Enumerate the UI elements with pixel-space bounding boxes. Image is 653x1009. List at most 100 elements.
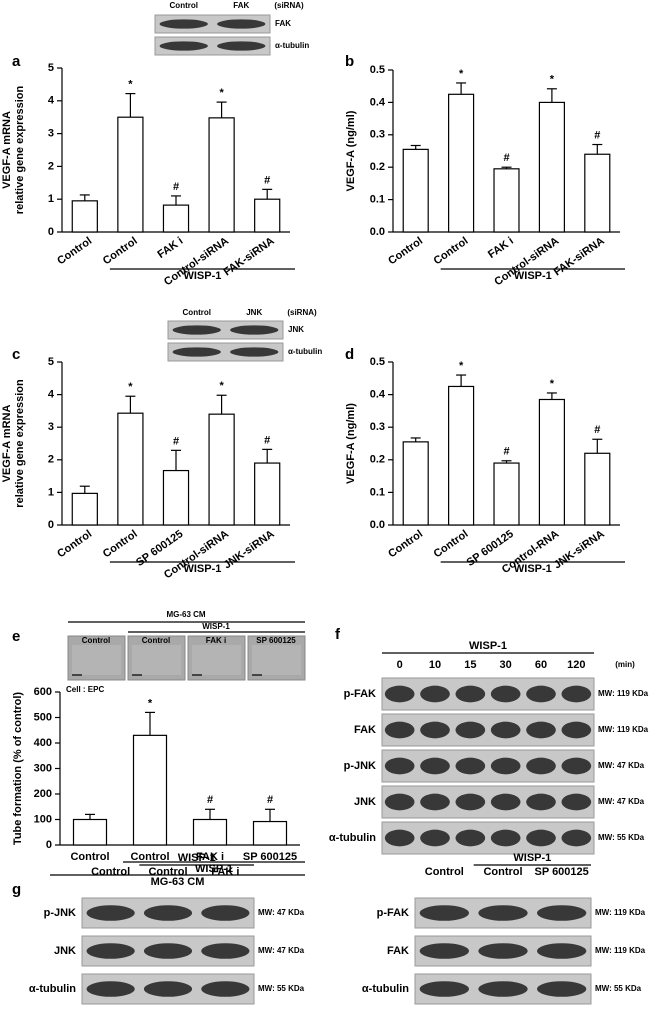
y-tick-label: 3 (48, 128, 54, 140)
y-tick-label: 0.1 (370, 194, 385, 206)
lane-label: SP 600125 (535, 866, 589, 878)
blot-band (86, 905, 135, 921)
significance-marker: # (267, 794, 273, 806)
lane-label: FAK i (211, 866, 239, 878)
x-tick-label: Control (101, 235, 140, 267)
y-tick-label: 0.1 (370, 486, 385, 498)
blot-band (201, 981, 250, 997)
y-axis-label: VEGF-A (ng/ml) (345, 110, 357, 191)
blot-band (419, 981, 469, 997)
blot-band (526, 829, 556, 847)
bar (252, 820, 288, 846)
blot-band (86, 943, 135, 959)
mw-label: MW: 47 KDa (598, 797, 645, 806)
group-label: WISP-1 (514, 270, 552, 282)
x-tick-label: FAK-siRNA (552, 235, 607, 279)
bar (117, 116, 144, 233)
significance-marker: * (459, 68, 464, 80)
significance-marker: * (550, 378, 555, 390)
blot-row (381, 677, 595, 711)
lane-label: 10 (429, 659, 441, 671)
micrograph-label: SP 600125 (256, 636, 296, 645)
blot-band (201, 905, 250, 921)
significance-marker: # (503, 152, 509, 164)
y-tick-label: 400 (34, 737, 52, 749)
blot-band (86, 981, 135, 997)
lane-label: Control (91, 866, 130, 878)
micrograph-texture (192, 645, 241, 675)
row-label: JNK (54, 945, 76, 957)
mw-label: MW: 119 KDa (595, 908, 646, 917)
blot-band (478, 905, 528, 921)
bar (584, 153, 611, 233)
lane-label: 30 (500, 659, 512, 671)
annotation: Cell : EPC (66, 685, 104, 694)
blot-band (384, 685, 415, 703)
x-tick-label: Control (55, 235, 94, 267)
y-tick-label: 300 (34, 762, 52, 774)
row-label: FAK (387, 945, 409, 957)
bar (117, 412, 144, 526)
x-tick-label: FAK-siRNA (222, 235, 277, 279)
significance-marker: * (148, 697, 153, 709)
x-tick-label: Control (55, 528, 94, 560)
group-label: WISP-1 (178, 852, 216, 864)
group-label: WISP-1 (514, 563, 552, 575)
y-tick-label: 600 (34, 686, 52, 698)
y-tick-label: 0.3 (370, 129, 385, 141)
bar (192, 818, 228, 846)
lane-label: Control (148, 866, 187, 878)
micrograph-group: WISP-1 (202, 622, 230, 631)
y-tick-label: 4 (48, 389, 55, 401)
lane-note: (siRNA) (274, 1, 304, 10)
bar (402, 148, 429, 233)
blot-band (526, 793, 556, 811)
y-tick-label: 0.2 (370, 454, 385, 466)
y-tick-label: 0 (48, 519, 54, 531)
group-label: WISP-1 (195, 863, 233, 875)
blot-band (217, 41, 266, 51)
lane-label: JNK (246, 308, 262, 317)
x-tick-label: Control (130, 851, 169, 863)
y-tick-label: 0.4 (370, 96, 386, 108)
significance-marker: # (173, 435, 179, 447)
y-tick-label: 1 (48, 193, 54, 205)
significance-marker: # (594, 129, 600, 141)
blot-band (143, 981, 193, 997)
row-label: JNK (288, 325, 304, 334)
bar (71, 200, 98, 233)
row-label: FAK (275, 19, 291, 28)
x-tick-label: FAK i (486, 235, 516, 261)
y-tick-label: 100 (34, 813, 52, 825)
blot-band (143, 905, 193, 921)
row-label: JNK (354, 796, 376, 808)
significance-marker: # (173, 181, 179, 193)
blot-band (420, 829, 450, 847)
x-tick-label: SP 600125 (243, 851, 297, 863)
x-tick-label: FAK i (155, 235, 185, 261)
group-label: WISP-1 (513, 852, 551, 864)
y-axis-label: relative gene expression (14, 379, 26, 508)
bar (493, 168, 520, 233)
blot-band (478, 981, 528, 997)
micrograph-texture (252, 645, 301, 675)
blot-band (384, 793, 415, 811)
row-label: α-tubulin (329, 832, 376, 844)
y-tick-label: 0.5 (370, 356, 385, 368)
blot-band (526, 757, 556, 775)
bar (208, 117, 235, 233)
row-label: α-tubulin (362, 983, 409, 995)
group-label: WISP-1 (183, 563, 221, 575)
mw-label: MW: 119 KDa (595, 946, 646, 955)
blot-band (455, 721, 486, 739)
blot-band (420, 757, 450, 775)
panel-letter: f (335, 626, 341, 643)
blot-band (201, 943, 250, 959)
significance-marker: * (219, 380, 224, 392)
panel-letter: b (345, 53, 354, 70)
row-label: α-tubulin (288, 347, 322, 356)
mw-label: MW: 47 KDa (258, 908, 305, 917)
y-tick-label: 0.0 (370, 519, 385, 531)
x-tick-label: Control (432, 235, 471, 267)
x-tick-label: Control (432, 528, 471, 560)
